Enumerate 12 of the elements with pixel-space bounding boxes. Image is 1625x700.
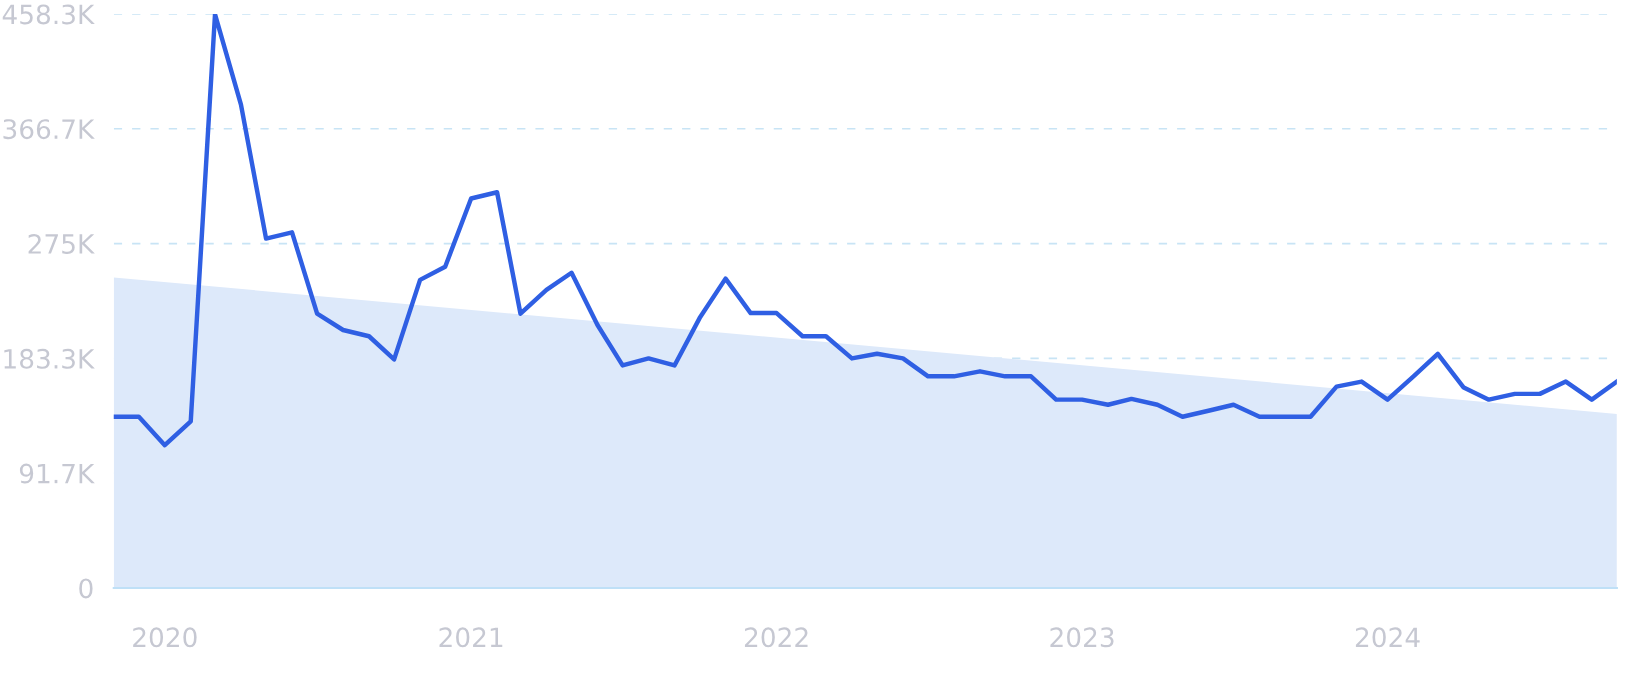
y-tick-label: 91.7K (19, 463, 95, 484)
y-tick-label: 275K (28, 234, 95, 254)
y-tick-label: 366.7K (3, 119, 95, 140)
x-tick-label: 2021 (439, 627, 503, 648)
x-tick-label: 2024 (1355, 627, 1420, 648)
x-tick-label: 2022 (744, 627, 808, 648)
line-series (113, 14, 1617, 448)
x-tick-label: 2020 (133, 627, 197, 648)
y-tick-label: 183.3K (4, 348, 95, 369)
y-tick-label: 458.3K (2, 4, 95, 25)
y-tick-label: 0 (79, 578, 93, 599)
x-tick-label: 2023 (1050, 627, 1114, 648)
